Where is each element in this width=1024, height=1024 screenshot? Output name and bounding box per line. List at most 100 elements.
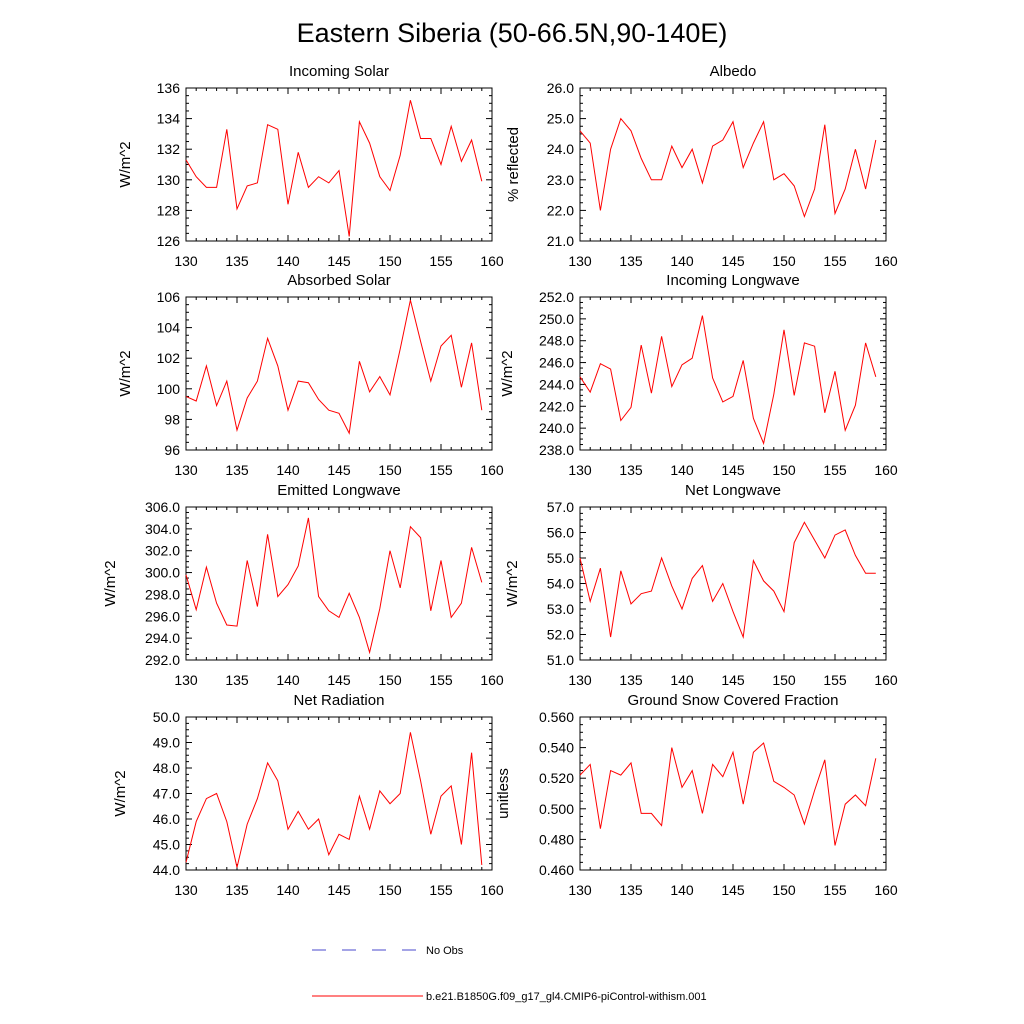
y-tick-label: 0.520	[539, 770, 574, 786]
y-tick-label: 55.0	[547, 550, 574, 566]
y-tick-label: 302.0	[145, 543, 180, 559]
y-tick-label: 44.0	[153, 862, 180, 878]
y-tick-label: 45.0	[153, 837, 180, 853]
plot-frame	[579, 506, 887, 661]
y-tick-label: 52.0	[547, 627, 574, 643]
x-tick-label: 135	[619, 882, 643, 898]
panel-title: Emitted Longwave	[277, 482, 400, 499]
y-tick-label: 56.0	[547, 525, 574, 541]
y-axis-label: W/m^2	[499, 350, 516, 396]
panel-title: Absorbed Solar	[287, 272, 390, 289]
y-axis-label: W/m^2	[102, 560, 119, 606]
series-line	[185, 299, 483, 435]
x-tick-label: 155	[429, 672, 453, 688]
y-tick-label: 238.0	[539, 442, 574, 458]
x-tick-label: 150	[772, 672, 796, 688]
y-tick-label: 96	[164, 442, 180, 458]
panel-title: Incoming Longwave	[666, 272, 799, 289]
x-tick-label: 130	[174, 253, 198, 269]
x-tick-label: 150	[378, 672, 402, 688]
y-tick-label: 252.0	[539, 289, 574, 305]
x-tick-label: 145	[721, 672, 745, 688]
x-tick-label: 145	[327, 672, 351, 688]
x-tick-label: 160	[874, 253, 898, 269]
x-tick-label: 145	[721, 462, 745, 478]
x-tick-label: 135	[225, 672, 249, 688]
plot-frame	[579, 296, 887, 451]
y-tick-label: 240.0	[539, 420, 574, 436]
x-tick-label: 150	[378, 462, 402, 478]
y-tick-label: 292.0	[145, 652, 180, 668]
y-axis-label: % reflected	[505, 127, 522, 202]
y-tick-label: 128	[157, 202, 181, 218]
x-tick-label: 155	[429, 462, 453, 478]
x-tick-label: 145	[327, 253, 351, 269]
panel-title: Incoming Solar	[289, 63, 389, 80]
panel-emitted-longwave: Emitted Longwave W/m^2 130 135 140 145 150 155 1…	[102, 482, 504, 688]
x-tick-label: 150	[378, 882, 402, 898]
x-tick-label: 140	[670, 882, 694, 898]
y-tick-label: 294.0	[145, 630, 180, 646]
y-tick-label: 21.0	[547, 233, 574, 249]
y-tick-label: 100	[157, 381, 181, 397]
panel-incoming-longwave: Incoming Longwave W/m^2 130 135 140 145 150 155…	[499, 272, 898, 478]
legend-label-no-obs: No Obs	[426, 945, 464, 957]
panel-title: Net Radiation	[294, 692, 385, 709]
x-tick-label: 135	[619, 672, 643, 688]
y-tick-label: 25.0	[547, 111, 574, 127]
x-tick-label: 145	[327, 462, 351, 478]
x-tick-label: 140	[670, 462, 694, 478]
x-tick-label: 130	[568, 672, 592, 688]
y-tick-label: 0.560	[539, 709, 574, 725]
series-line	[185, 100, 483, 237]
x-tick-label: 130	[174, 882, 198, 898]
y-tick-label: 246.0	[539, 355, 574, 371]
series-line	[579, 117, 877, 219]
x-tick-label: 150	[772, 882, 796, 898]
x-tick-label: 140	[276, 672, 300, 688]
y-tick-label: 48.0	[153, 760, 180, 776]
y-axis-label: unitless	[495, 768, 512, 819]
panel-ground-snow-covered-fraction: Ground Snow Covered Fraction unitless 130 1…	[495, 692, 898, 898]
y-tick-label: 22.0	[547, 202, 574, 218]
y-tick-label: 0.540	[539, 740, 574, 756]
x-tick-label: 150	[772, 462, 796, 478]
y-tick-label: 57.0	[547, 499, 574, 515]
y-tick-label: 248.0	[539, 333, 574, 349]
series-line	[579, 742, 877, 846]
x-tick-label: 160	[874, 882, 898, 898]
series-line	[185, 517, 483, 655]
y-axis-label: W/m^2	[117, 141, 134, 187]
y-tick-label: 0.480	[539, 831, 574, 847]
y-axis-label: W/m^2	[504, 560, 521, 606]
x-tick-label: 155	[823, 462, 847, 478]
y-tick-label: 24.0	[547, 141, 574, 157]
y-tick-label: 23.0	[547, 172, 574, 188]
x-tick-label: 145	[721, 882, 745, 898]
legend-label-model-run: b.e21.B1850G.f09_g17_gl4.CMIP6-piControl…	[426, 991, 707, 1003]
y-tick-label: 132	[157, 141, 181, 157]
y-tick-label: 136	[157, 80, 181, 96]
y-axis-label: W/m^2	[117, 350, 134, 396]
y-tick-label: 46.0	[153, 811, 180, 827]
y-tick-label: 49.0	[153, 735, 180, 751]
x-tick-label: 160	[874, 462, 898, 478]
x-tick-label: 160	[480, 882, 504, 898]
x-tick-label: 140	[670, 253, 694, 269]
y-tick-label: 244.0	[539, 376, 574, 392]
y-tick-label: 126	[157, 233, 181, 249]
y-tick-label: 26.0	[547, 80, 574, 96]
panel-title: Albedo	[710, 63, 757, 80]
y-tick-label: 106	[157, 289, 181, 305]
y-axis-label: W/m^2	[112, 770, 129, 816]
y-tick-label: 47.0	[153, 786, 180, 802]
x-tick-label: 130	[568, 882, 592, 898]
y-tick-label: 304.0	[145, 521, 180, 537]
x-tick-label: 140	[276, 462, 300, 478]
y-tick-label: 102	[157, 350, 181, 366]
plot-frame	[185, 87, 493, 242]
x-tick-label: 135	[225, 462, 249, 478]
y-tick-label: 250.0	[539, 311, 574, 327]
x-tick-label: 150	[378, 253, 402, 269]
panel-incoming-solar: Incoming Solar W/m^2 130 135 140 145 150 155 160…	[117, 63, 504, 269]
